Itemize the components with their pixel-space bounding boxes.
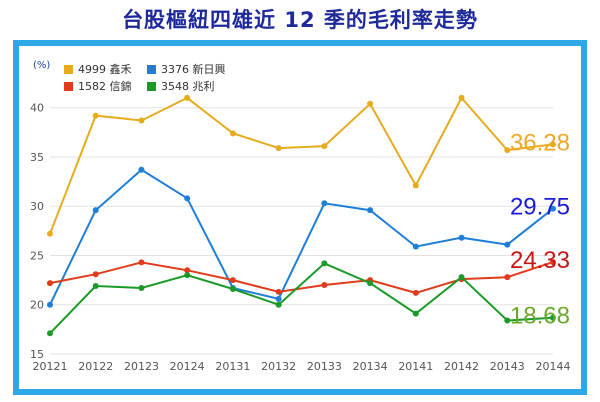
data-point [550, 314, 556, 321]
data-point [92, 207, 99, 214]
legend: 4999 鑫禾 3376 新日興 1582 信錦 3548 兆利 [64, 62, 226, 93]
end-value-label: 36.28 [510, 129, 570, 156]
x-tick-label: 20121 [33, 360, 68, 373]
data-point [458, 94, 465, 101]
x-tick-labels: 20121 20122 20123 20124 20131 20132 20133 20134… [33, 360, 571, 373]
data-point [138, 284, 145, 291]
series-line [49, 168, 554, 306]
data-point [47, 301, 53, 308]
data-point [412, 289, 419, 296]
legend-swatch [64, 65, 73, 74]
data-point [229, 277, 236, 284]
data-point [229, 285, 236, 292]
data-point [47, 230, 53, 237]
data-point [184, 195, 191, 202]
data-point [184, 272, 191, 279]
data-point [367, 207, 374, 214]
data-point [138, 166, 145, 173]
data-point [229, 130, 236, 137]
data-point [184, 267, 191, 274]
data-point [92, 283, 99, 290]
data-point [92, 271, 99, 278]
data-point [550, 205, 556, 212]
data-point [92, 112, 99, 119]
x-tick-label: 20124 [170, 360, 205, 373]
x-tick-label: 20131 [215, 360, 250, 373]
data-point [504, 147, 511, 154]
data-point [367, 280, 374, 287]
data-point [412, 310, 419, 317]
page-title: 台股樞紐四雄近 12 季的毛利率走勢 [122, 8, 478, 32]
x-tick-label: 20134 [353, 360, 388, 373]
data-point [550, 259, 556, 266]
data-point [412, 243, 419, 250]
data-point [138, 259, 145, 266]
x-tick-label: 20143 [490, 360, 525, 373]
y-tick-labels: 15 20 25 30 35 40 [30, 102, 44, 361]
x-tick-label: 20144 [536, 360, 571, 373]
end-value-label: 24.33 [510, 247, 570, 274]
y-tick-label: 15 [30, 348, 44, 361]
data-point [412, 182, 419, 189]
data-point [504, 241, 511, 248]
y-tick-label: 35 [30, 151, 44, 164]
series-line [49, 261, 554, 294]
legend-label: 3548 兆利 [161, 80, 215, 93]
y-axis-label: (%) [33, 60, 50, 71]
end-value-label: 18.68 [510, 303, 570, 330]
data-point [321, 282, 328, 289]
data-point [321, 260, 328, 267]
y-tick-label: 20 [30, 299, 44, 312]
chart-frame [13, 40, 587, 395]
data-point [47, 330, 53, 337]
series-lines [47, 94, 556, 337]
data-point [275, 145, 282, 152]
y-tick-label: 25 [30, 249, 44, 262]
data-point [458, 234, 465, 241]
legend-label: 1582 信錦 [78, 79, 132, 93]
data-point [275, 301, 282, 308]
data-point [504, 274, 511, 281]
series-line [49, 262, 554, 334]
data-point [321, 143, 328, 150]
data-point [367, 100, 374, 107]
data-point [458, 274, 465, 281]
x-tick-label: 20132 [261, 360, 296, 373]
end-value-label: 29.75 [510, 194, 570, 221]
legend-swatch [64, 82, 73, 91]
data-point [138, 117, 145, 124]
x-tick-label: 20122 [78, 360, 113, 373]
series-line [49, 96, 554, 235]
x-tick-label: 20142 [444, 360, 479, 373]
data-point [275, 295, 282, 302]
x-tick-label: 20141 [398, 360, 433, 373]
data-point [550, 141, 556, 148]
data-point [275, 288, 282, 295]
legend-swatch [147, 65, 156, 74]
data-point [47, 280, 53, 287]
end-labels: 36.28 29.75 24.33 18.68 [510, 129, 570, 329]
data-point [321, 200, 328, 207]
y-tick-label: 40 [30, 102, 44, 115]
x-tick-label: 20123 [124, 360, 159, 373]
y-tick-label: 30 [30, 200, 44, 213]
legend-swatch [147, 82, 156, 91]
grid-lines [50, 107, 553, 355]
data-point [504, 317, 511, 324]
x-tick-label: 20133 [307, 360, 342, 373]
data-point [184, 94, 191, 101]
legend-label: 3376 新日興 [161, 62, 226, 76]
legend-label: 4999 鑫禾 [78, 62, 132, 76]
